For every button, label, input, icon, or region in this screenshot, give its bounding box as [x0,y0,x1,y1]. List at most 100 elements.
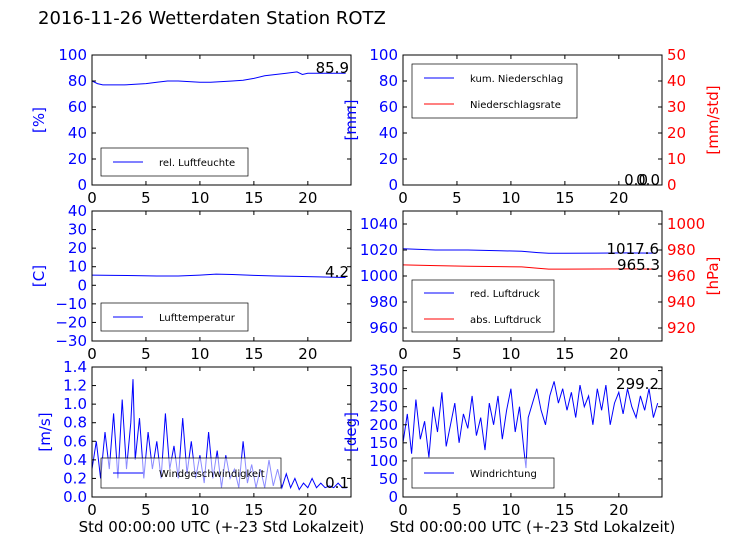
precipitation-value-label: 0.0 [624,171,648,189]
wind_direction-ytick-label: 50 [379,470,398,488]
pressure-legend-box [411,279,555,333]
precipitation-ytick-label: 60 [379,98,398,116]
wind_speed-ylabel: [m/s] [36,412,54,451]
pressure-ytick-label: 1000 [360,267,398,285]
wind_direction-legend-box [411,457,555,489]
temperature-xtick-label: 5 [141,345,151,363]
wind_speed-xtick-label: 15 [244,501,263,519]
pressure-ytick-label: 1040 [360,215,398,233]
temperature-xtick-label: 0 [87,345,97,363]
temperature-ytick-label: 20 [68,239,87,257]
wind_speed-series-line-1 [92,379,347,491]
precipitation-ylabel: [mm] [342,100,360,141]
precipitation-xtick-label: 0 [398,189,408,207]
humidity-ytick-label: 60 [68,98,87,116]
wind_speed-legend-label: Windgeschwindigkeit [159,469,265,480]
temperature-xtick-label: 10 [190,345,209,363]
temperature-ytick-label: −30 [55,332,87,350]
humidity-ytick-label: 80 [68,72,87,90]
humidity-xtick-label: 0 [87,189,97,207]
precipitation-xtick-label: 20 [609,189,628,207]
wind_speed-xtick-label: 0 [87,501,97,519]
pressure-legend-label: red. Luftdruck [470,289,540,300]
precipitation-axes-frame [402,54,663,186]
temperature-ytick-label: 30 [68,221,87,239]
temperature-xtick-label: 20 [298,345,317,363]
wind_direction-axes-frame [402,366,663,498]
temperature-value-label: 4.2 [325,263,349,281]
pressure-value-label: 965.3 [617,256,660,274]
precipitation-ytick-right-label: 20 [667,124,686,142]
wind_speed-ytick-label: 0.8 [63,414,87,432]
pressure-xtick-label: 10 [501,345,520,363]
humidity-axes-frame [91,54,352,186]
wind_direction-ytick-label: 150 [369,434,398,452]
humidity-xtick-label: 10 [190,189,209,207]
wind_direction-ylabel: [deg] [342,412,360,452]
humidity-ytick-label: 40 [68,124,87,142]
wind_speed-xtick-label: 20 [298,501,317,519]
temperature-ytick-label: −10 [55,295,87,313]
pressure-ytick-label: 960 [369,319,398,337]
pressure-xtick-label: 5 [452,345,462,363]
wind_speed-ytick-label: 1.0 [63,395,87,413]
precipitation-ytick-right-label: 10 [667,150,686,168]
wind_direction-xtick-label: 15 [555,501,574,519]
precipitation-ytick-label: 0 [388,176,398,194]
precipitation-ytick-label: 20 [379,150,398,168]
pressure-ytick-label: 980 [369,293,398,311]
precipitation-xtick-label: 10 [501,189,520,207]
pressure-series-line-1 [403,248,657,254]
wind_speed-ytick-label: 0.6 [63,432,87,450]
temperature-ytick-label: 40 [68,202,87,220]
wind_direction-ytick-label: 250 [369,398,398,416]
humidity-ylabel: [%] [30,107,48,133]
wind_speed-ytick-label: 0.0 [63,488,87,506]
pressure-ylabel-right: [hPa] [704,257,722,296]
precipitation-ytick-right-label: 30 [667,98,686,116]
pressure-ytick-right-label: 1000 [667,215,705,233]
wind_speed-axes-frame [91,366,352,498]
precipitation-xtick-label: 15 [555,189,574,207]
humidity-series-line-1 [92,71,346,86]
wind_direction-xtick-label: 0 [398,501,408,519]
precipitation-ytick-right-label: 40 [667,72,686,90]
precipitation-ytick-right-label: 0 [667,176,677,194]
temperature-ylabel: [C] [30,265,48,287]
humidity-xtick-label: 5 [141,189,151,207]
humidity-value-label: 85.9 [316,59,349,77]
humidity-ytick-label: 20 [68,150,87,168]
pressure-series-line-2 [403,264,657,270]
pressure-xtick-label: 15 [555,345,574,363]
pressure-legend-label: abs. Luftdruck [470,315,541,326]
wind_direction-xtick-label: 10 [501,501,520,519]
wind_direction-legend-label: Windrichtung [470,469,537,480]
wind_direction-xlabel: Std 00:00:00 UTC (+-23 Std Lokalzeit) [390,518,676,536]
temperature-series-line-1 [92,273,346,278]
wind_speed-ytick-label: 0.4 [63,451,87,469]
wind_direction-xtick-label: 20 [609,501,628,519]
wind_speed-xtick-label: 10 [190,501,209,519]
wind_direction-series-line-1 [403,381,659,469]
pressure-ytick-right-label: 980 [667,241,696,259]
temperature-ytick-label: 0 [77,276,87,294]
humidity-legend-label: rel. Luftfeuchte [159,158,235,169]
temperature-ytick-label: 10 [68,258,87,276]
pressure-xtick-label: 20 [609,345,628,363]
temperature-legend-label: Lufttemperatur [159,313,236,324]
precipitation-ytick-label: 100 [369,46,398,64]
temperature-axes-frame [91,210,352,342]
precipitation-xtick-label: 5 [452,189,462,207]
precipitation-legend-label: Niederschlagsrate [470,100,561,111]
wind_speed-value-label: 0.1 [325,474,349,492]
wind_direction-xtick-label: 5 [452,501,462,519]
humidity-xtick-label: 15 [244,189,263,207]
humidity-ytick-label: 0 [77,176,87,194]
wind_speed-ytick-label: 1.4 [63,358,87,376]
wind_direction-ytick-label: 200 [369,416,398,434]
pressure-ytick-right-label: 960 [667,267,696,285]
pressure-ytick-label: 1020 [360,241,398,259]
temperature-ytick-label: −20 [55,313,87,331]
wind_direction-value-label: 299.2 [616,375,659,393]
